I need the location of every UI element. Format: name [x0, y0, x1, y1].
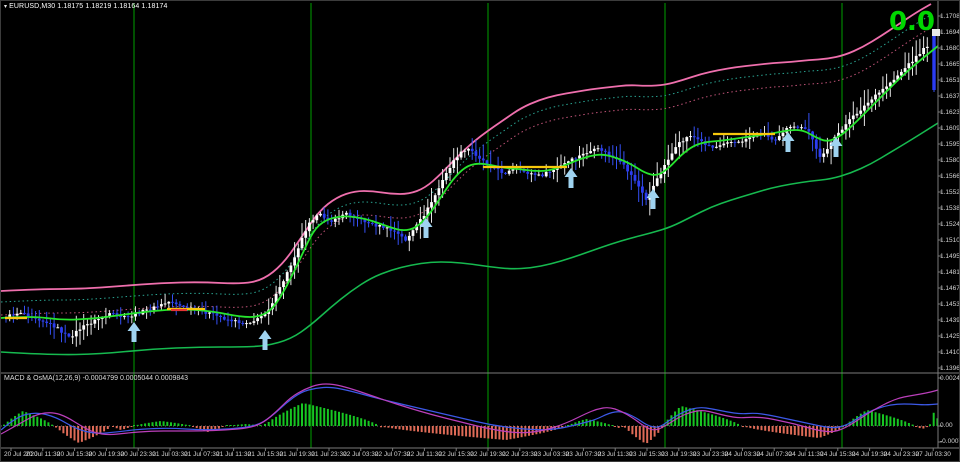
macd-indicator-label: MACD & OsMA(12,26,9) -0.0004799 0.000504… [4, 375, 189, 382]
current-price-marker [932, 29, 940, 36]
signal-big-label: 0.0 [888, 7, 935, 37]
chart-title: ▾ EURUSD,M30 1.18175 1.18219 1.18164 1.18… [4, 3, 167, 10]
price-scale-label: 1.15950 [940, 141, 960, 148]
price-scale-label: 1.14105 [940, 349, 960, 356]
time-axis-label: 21 Jul 23:30 [311, 451, 347, 458]
price-scale-label: 1.15380 [940, 205, 960, 212]
time-axis-label: 24 Jul 07:30 [756, 451, 792, 458]
time-axis-label: 20 Jul 2020 [4, 451, 38, 458]
time-axis-label: 21 Jul 03:30 [152, 451, 188, 458]
time-axis-label: 27 Jul 03:30 [915, 451, 951, 458]
price-scale-label: 1.14955 [940, 253, 960, 260]
price-scale-label: 1.14390 [940, 317, 960, 324]
time-axis-label: 22 Jul 03:30 [343, 451, 379, 458]
macd-histogram [3, 403, 939, 444]
time-axis-label: 24 Jul 19:30 [851, 451, 888, 458]
time-axis-label: 24 Jul 03:30 [724, 451, 761, 458]
signal-ma-line [1, 45, 939, 321]
macd-scale-label: 0.00 [940, 422, 953, 429]
candle-wicks [5, 29, 935, 347]
price-scale-label: 1.16230 [940, 109, 960, 116]
price-scale-label: 1.15100 [940, 237, 960, 244]
time-axis-label: 20 Jul 15:30 [56, 451, 93, 458]
time-axis-label: 21 Jul 15:30 [247, 451, 284, 458]
chart-title-text: EURUSD,M30 1.18175 1.18219 1.18164 1.181… [9, 3, 168, 10]
price-scale-label: 1.15805 [940, 157, 960, 164]
time-axis-label: 23 Jul 07:30 [565, 451, 602, 458]
buy-arrow-icons [127, 132, 843, 350]
time-axis-label: 22 Jul 15:30 [438, 451, 474, 458]
price-scale-label: 1.15525 [940, 189, 960, 196]
day-separator-lines [133, 3, 843, 448]
macd-lines [1, 383, 939, 436]
price-scale-label: 1.15665 [940, 173, 960, 180]
price-scale-label: 1.16090 [940, 125, 960, 132]
time-axis-label: 23 Jul 23:30 [692, 451, 729, 458]
time-axis-label: 22 Jul 23:30 [502, 451, 538, 458]
price-scale-label: 1.14675 [940, 285, 960, 292]
price-scale-label: 1.16655 [940, 61, 960, 68]
time-axis-label: 21 Jul 19:30 [279, 451, 315, 458]
price-scale-label: 1.16940 [940, 29, 960, 36]
price-scale-label: 1.16800 [940, 45, 960, 52]
time-axis-label: 24 Jul 11:30 [788, 451, 824, 458]
time-axis-label: 23 Jul 03:30 [533, 451, 570, 458]
time-axis-label: 20 Jul 23:30 [120, 451, 156, 458]
candle-bodies [4, 32, 936, 338]
price-scale-label: 1.17080 [940, 13, 960, 20]
time-axis-label: 24 Jul 23:30 [883, 451, 920, 458]
axis-frame [1, 1, 959, 451]
price-scale-label: 1.14530 [940, 301, 960, 308]
time-axis-label: 21 Jul 11:30 [216, 451, 252, 458]
price-scale-label: 1.15240 [940, 221, 960, 228]
price-scale-label: 1.16515 [940, 77, 960, 84]
indicator-bands [1, 3, 939, 356]
price-scale-label: 1.16375 [940, 93, 960, 100]
price-scale-label: 1.14250 [940, 333, 960, 340]
time-axis-label: 22 Jul 11:30 [406, 451, 442, 458]
price-scale-label: 1.14815 [940, 269, 960, 276]
time-axis-label: 23 Jul 19:30 [661, 451, 697, 458]
chart-marker-icon: ▾ [4, 4, 8, 10]
time-axis-label: 22 Jul 19:30 [470, 451, 506, 458]
time-axis-label: 20 Jul 11:30 [25, 451, 61, 458]
macd-scale-label: -0.0007493 [940, 438, 959, 445]
time-axis-label: 21 Jul 07:30 [184, 451, 220, 458]
time-axis-label: 22 Jul 07:30 [374, 451, 411, 458]
time-axis-label: 24 Jul 15:30 [820, 451, 856, 458]
time-axis-label: 23 Jul 11:30 [597, 451, 633, 458]
time-axis-label: 23 Jul 15:30 [629, 451, 665, 458]
macd-scale-label: 0.0024293 [940, 375, 960, 382]
time-axis-label: 20 Jul 19:30 [88, 451, 125, 458]
